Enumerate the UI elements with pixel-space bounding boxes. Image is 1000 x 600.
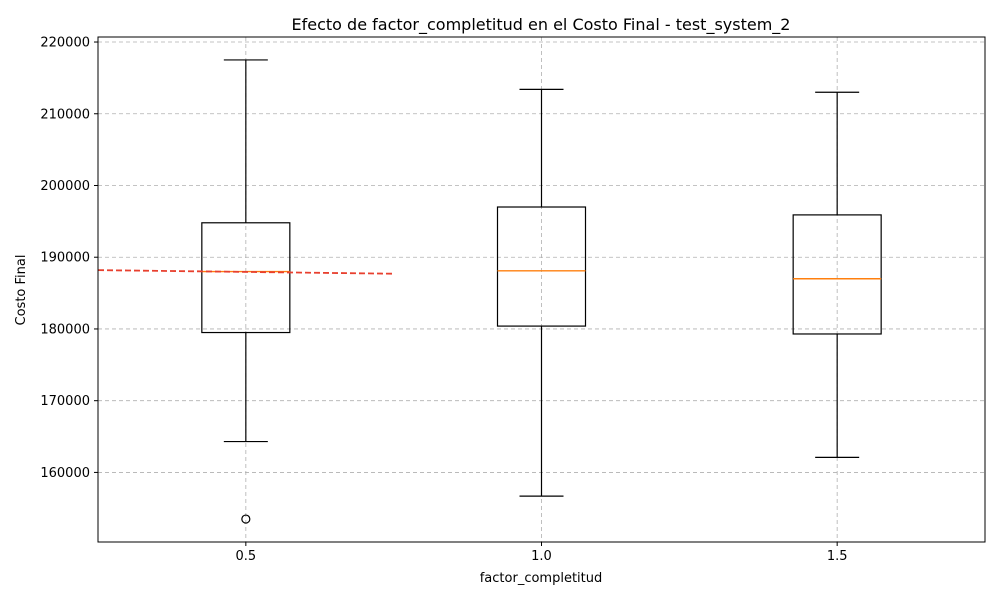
y-tick-label: 170000	[40, 394, 90, 409]
x-axis: 0.5 1.0 1.5	[235, 542, 848, 564]
iqr-box	[201, 222, 291, 334]
iqr-box	[792, 214, 882, 335]
outlier-point	[241, 514, 251, 524]
y-axis-label: Costo Final	[14, 255, 29, 326]
box-1.0	[496, 88, 587, 497]
y-axis: 160000 170000 180000 190000 200000 210000 2200…	[40, 36, 98, 481]
y-tick-label: 190000	[40, 251, 90, 266]
x-tick-label: 0.5	[235, 549, 256, 564]
x-tick-label: 1.5	[827, 549, 848, 564]
trend-line-group	[97, 269, 394, 275]
chart-title: Efecto de factor_completitud en el Costo…	[292, 15, 791, 35]
y-tick-label: 210000	[40, 107, 90, 122]
trend-line	[97, 269, 394, 275]
y-tick-label: 160000	[40, 466, 90, 481]
y-tick-label: 220000	[40, 36, 90, 51]
x-tick-label: 1.0	[531, 549, 552, 564]
y-tick-label: 180000	[40, 322, 90, 337]
x-axis-label: factor_completitud	[480, 571, 603, 586]
box-1.5	[792, 91, 882, 458]
y-tick-label: 200000	[40, 179, 90, 194]
iqr-box	[496, 206, 587, 327]
